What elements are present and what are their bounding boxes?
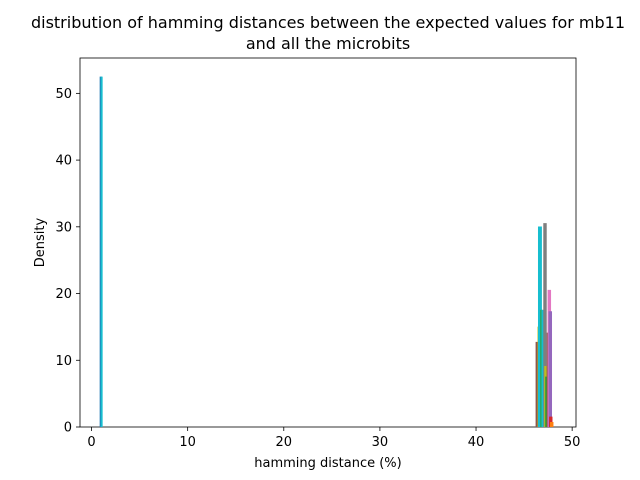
x-tick-label: 50: [564, 435, 581, 450]
y-tick-label: 30: [55, 220, 72, 235]
series-line-7: [543, 223, 547, 427]
y-tick-label: 20: [55, 287, 72, 302]
series-line-14: [550, 422, 554, 427]
chart-title-line-1: distribution of hamming distances betwee…: [31, 13, 625, 32]
y-tick-label: 10: [55, 354, 72, 369]
y-tick-label: 0: [64, 421, 72, 436]
y-axis-ticks: 0 10 20 30 40 50: [55, 87, 80, 436]
plot-area-frame: [79, 57, 577, 428]
x-axis-label: hamming distance (%): [254, 456, 401, 471]
chart-title-line-2: and all the microbits: [246, 34, 410, 53]
x-tick-label: 10: [179, 435, 196, 450]
x-tick-label: 30: [372, 435, 389, 450]
y-tick-label: 40: [55, 154, 72, 169]
y-tick-label: 50: [55, 87, 72, 102]
x-tick-label: 40: [468, 435, 485, 450]
x-axis-ticks: 0 10 20 30 40 50: [87, 427, 580, 450]
series-layer: [99, 76, 554, 427]
x-tick-label: 20: [276, 435, 293, 450]
series-line-12: [548, 311, 553, 427]
y-axis-label: Density: [33, 217, 48, 267]
x-tick-label: 0: [87, 435, 95, 450]
